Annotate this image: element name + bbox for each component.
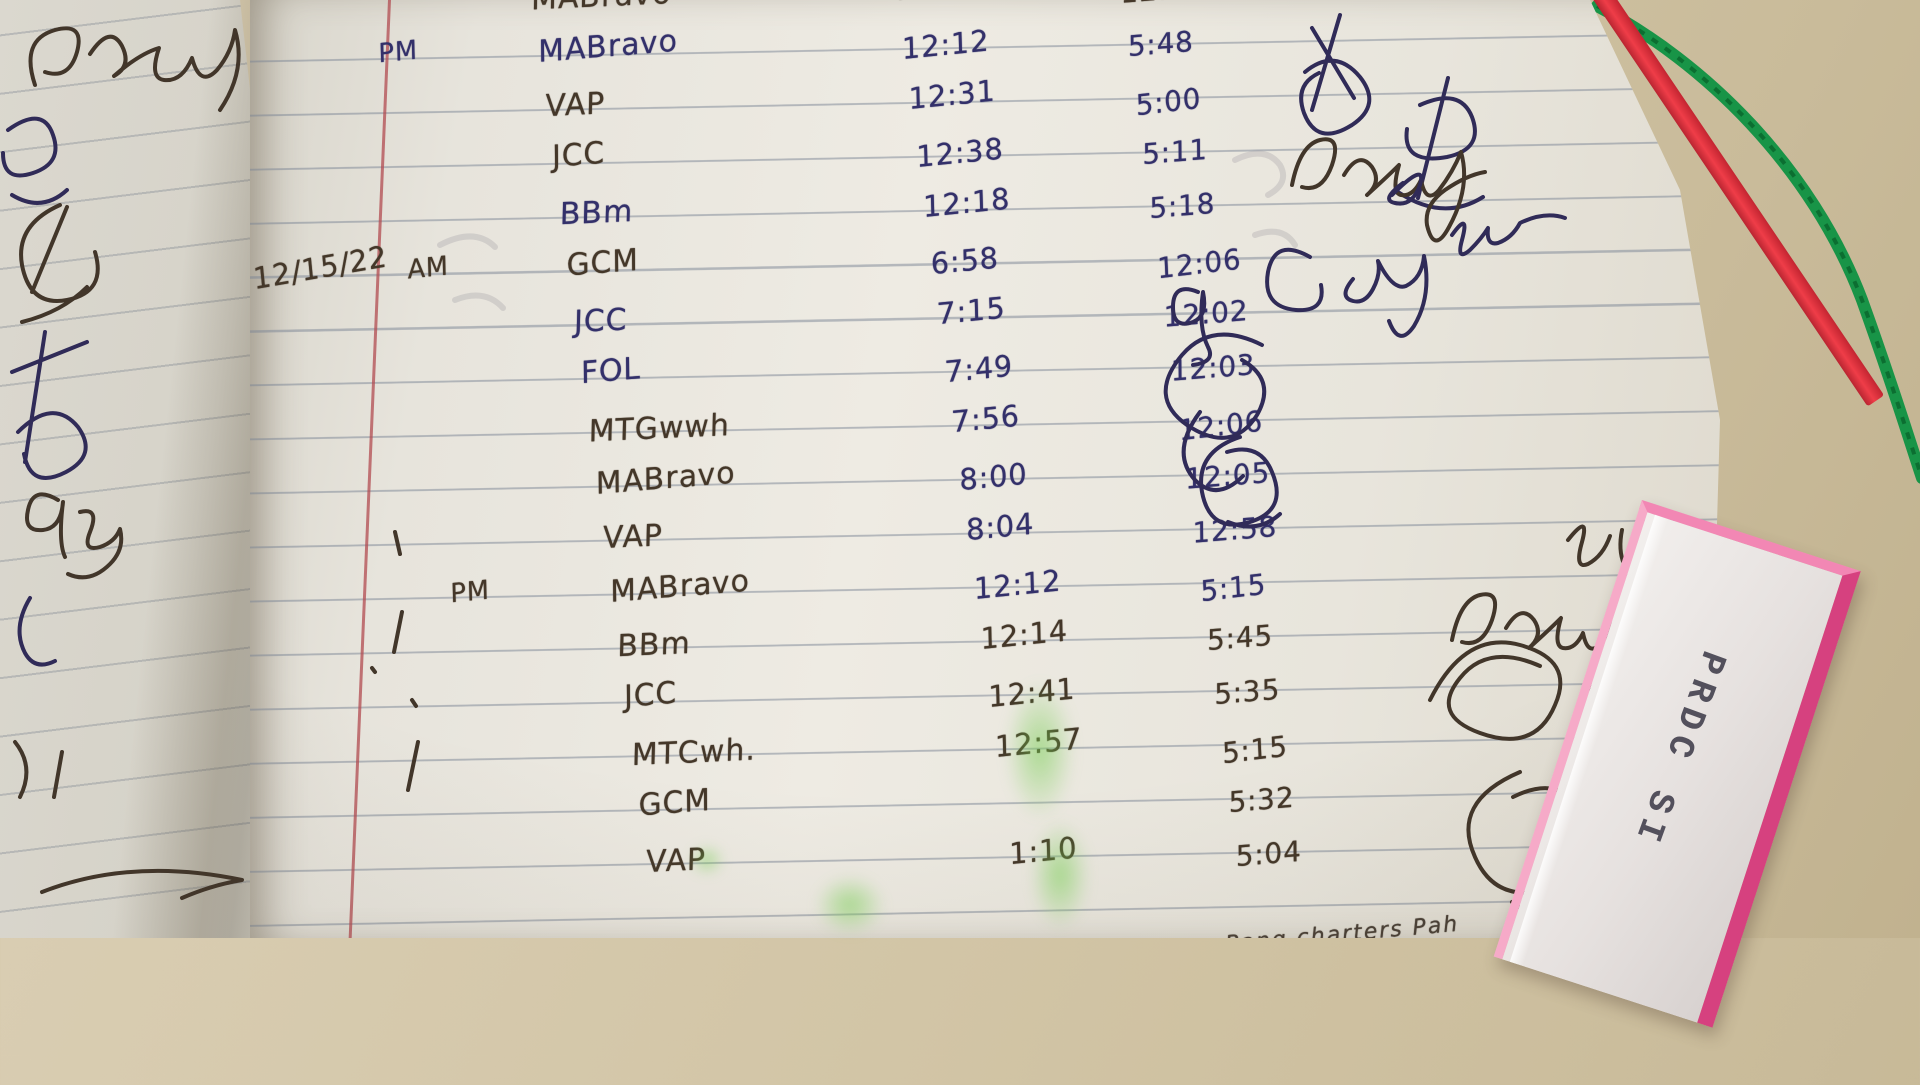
tab-label: PRDC SI (1623, 645, 1733, 854)
highlighter-smudge (690, 845, 724, 875)
notebook-photo-scene: MABravo 7:57 12:00 PM MABravo 12:12 5:48… (0, 0, 1920, 938)
highlighter-smudge (815, 875, 885, 935)
highlighter-smudge (1005, 680, 1075, 820)
highlighter-smudge (1030, 820, 1090, 930)
notebook-page: MABravo 7:57 12:00 PM MABravo 12:12 5:48… (250, 0, 1720, 938)
page-vignette (250, 0, 1720, 938)
